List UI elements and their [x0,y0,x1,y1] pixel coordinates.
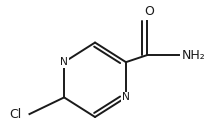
Text: O: O [144,5,154,18]
Text: NH₂: NH₂ [182,49,206,62]
Text: Cl: Cl [10,108,22,121]
Text: N: N [60,57,68,67]
Text: N: N [122,92,130,102]
